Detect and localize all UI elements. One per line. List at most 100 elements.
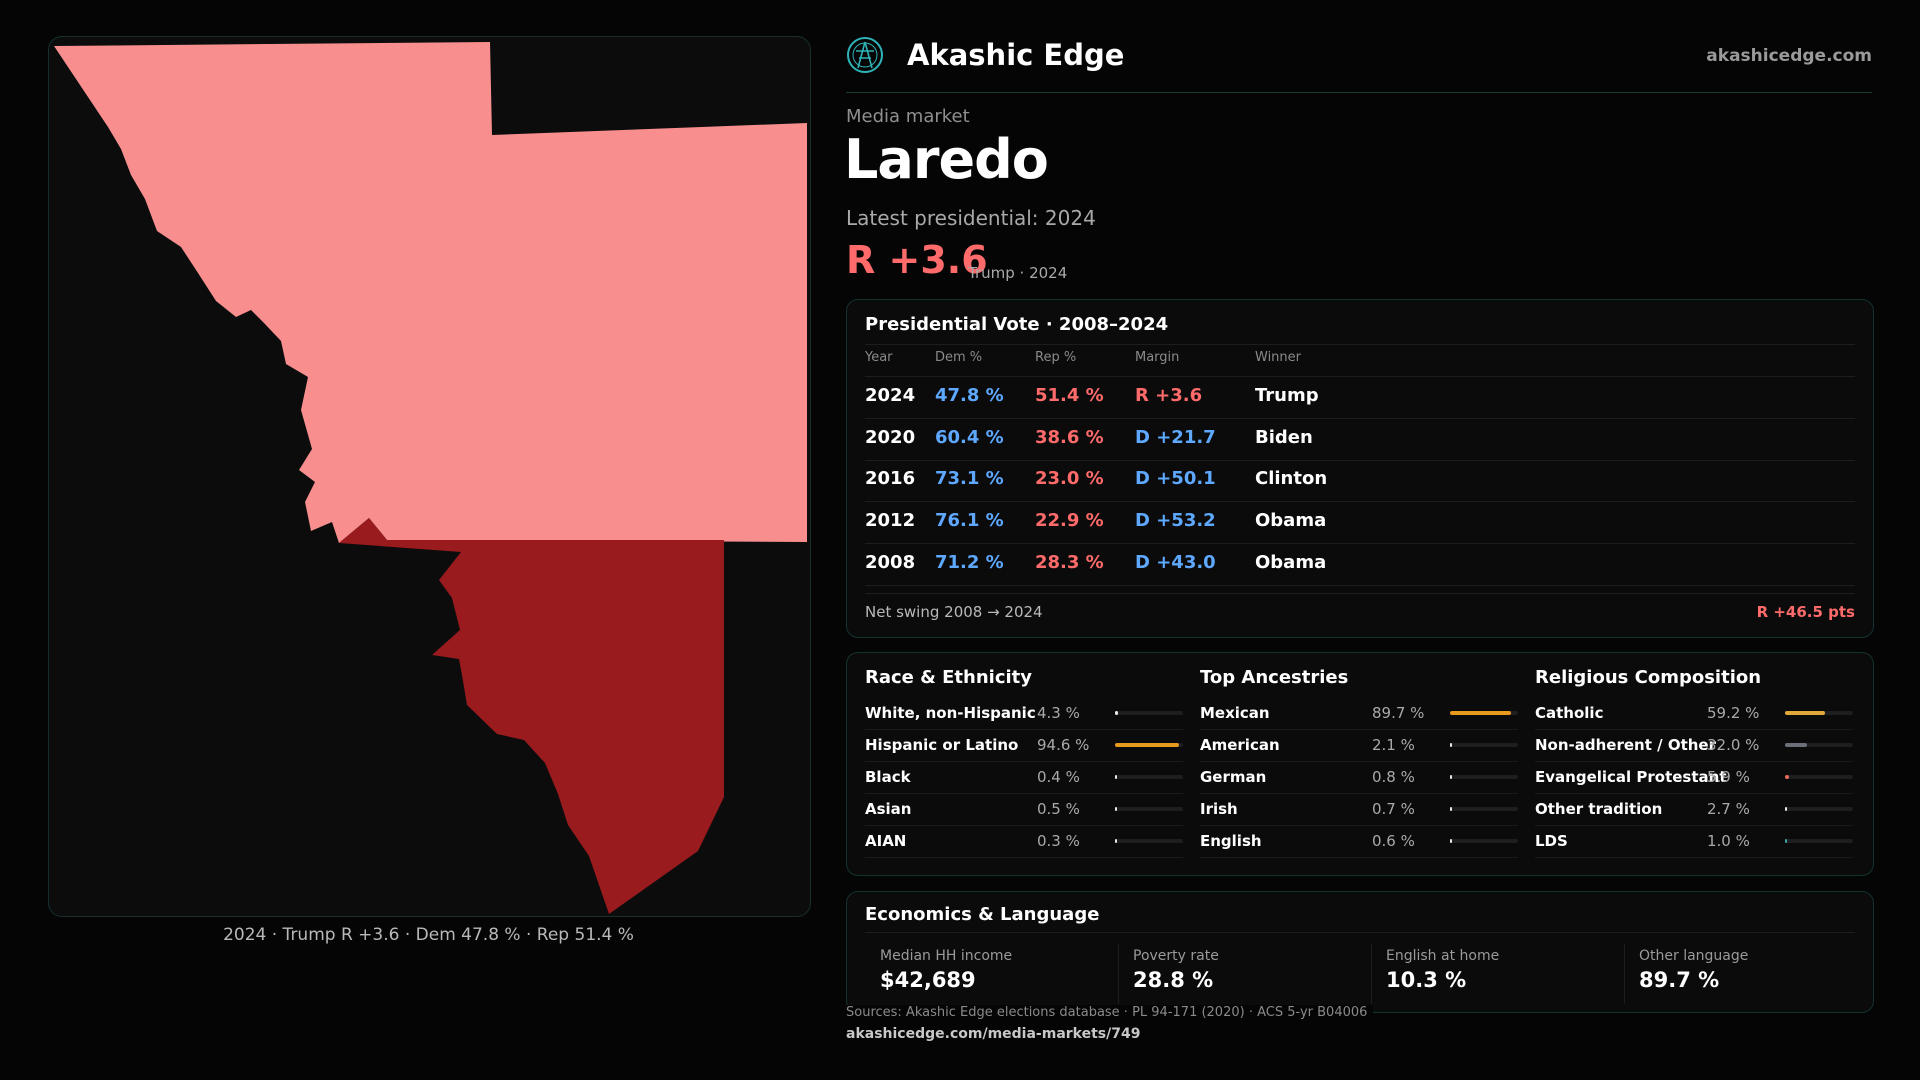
- header-year: Year: [865, 350, 893, 365]
- row-value: 0.7 %: [1372, 800, 1415, 818]
- row-value: 0.5 %: [1037, 800, 1080, 818]
- religion-row: Non-adherent / Other 32.0 %: [1535, 729, 1853, 762]
- year: 2012: [865, 510, 916, 531]
- divider: [865, 932, 1855, 933]
- presidential-vote-card: Presidential Vote · 2008–2024 Year Dem %…: [846, 299, 1874, 638]
- divider: [865, 344, 1855, 345]
- year: 2020: [865, 427, 916, 448]
- row-label: German: [1200, 768, 1267, 786]
- dem-pct: 73.1 %: [935, 468, 1004, 489]
- ancestry-row: Mexican 89.7 %: [1200, 697, 1518, 730]
- ancestry-row: English 0.6 %: [1200, 825, 1518, 858]
- rep-pct: 38.6 %: [1035, 427, 1104, 448]
- row-bar-fill: [1785, 711, 1826, 715]
- row-bar-fill: [1785, 743, 1807, 747]
- ancestry-row: German 0.8 %: [1200, 761, 1518, 794]
- net-swing-label: Net swing 2008 → 2024: [865, 603, 1043, 621]
- row-value: 5.9 %: [1707, 768, 1750, 786]
- row-bar-track: [1450, 839, 1518, 843]
- row-value: 4.3 %: [1037, 704, 1080, 722]
- row-bar-track: [1785, 807, 1853, 811]
- vote-row-2008: 2008 71.2 % 28.3 % D +43.0 Obama: [865, 552, 1855, 594]
- race-row: Black 0.4 %: [865, 761, 1183, 794]
- economics-language-card: Economics & Language Median HH income $4…: [846, 891, 1874, 1013]
- margin: D +43.0: [1135, 552, 1216, 573]
- economics-title: Economics & Language: [865, 904, 1100, 925]
- stat-value: 10.3 %: [1386, 968, 1467, 992]
- row-value: 0.4 %: [1037, 768, 1080, 786]
- divider: [865, 460, 1855, 461]
- row-label: Other tradition: [1535, 800, 1663, 818]
- stat-label: Poverty rate: [1133, 948, 1219, 964]
- year: 2024: [865, 385, 916, 406]
- row-bar-track: [1450, 711, 1518, 715]
- row-label: American: [1200, 736, 1280, 754]
- row-label: Irish: [1200, 800, 1238, 818]
- rep-pct: 51.4 %: [1035, 385, 1104, 406]
- top-ancestries-title: Top Ancestries: [1200, 667, 1349, 688]
- row-bar-fill: [1115, 743, 1180, 747]
- site-link[interactable]: akashicedge.com: [1706, 46, 1872, 66]
- latest-margin-subtitle: Trump · 2024: [968, 264, 1068, 282]
- rep-pct: 28.3 %: [1035, 552, 1104, 573]
- ancestry-row: Irish 0.7 %: [1200, 793, 1518, 826]
- winner: Trump: [1255, 385, 1319, 406]
- page-url[interactable]: akashicedge.com/media-markets/749: [846, 1026, 1141, 1042]
- row-value: 0.8 %: [1372, 768, 1415, 786]
- divider: [865, 585, 1855, 586]
- stat-label: English at home: [1386, 948, 1500, 964]
- rep-pct: 23.0 %: [1035, 468, 1104, 489]
- row-bar-track: [1450, 743, 1518, 747]
- row-value: 89.7 %: [1372, 704, 1425, 722]
- religion-row: LDS 1.0 %: [1535, 825, 1853, 858]
- median-hh-income: Median HH income $42,689: [880, 948, 1120, 992]
- vote-row-2024: 2024 47.8 % 51.4 % R +3.6 Trump: [865, 385, 1855, 427]
- row-bar-track: [1785, 743, 1853, 747]
- county-upper-light-red[interactable]: [54, 42, 807, 543]
- race-row: AIAN 0.3 %: [865, 825, 1183, 858]
- row-bar-fill: [1115, 775, 1117, 779]
- row-bar-track: [1115, 839, 1183, 843]
- vote-row-2016: 2016 73.1 % 23.0 % D +50.1 Clinton: [865, 468, 1855, 510]
- vote-row-2020: 2020 60.4 % 38.6 % D +21.7 Biden: [865, 427, 1855, 469]
- row-value: 2.1 %: [1372, 736, 1415, 754]
- divider: [865, 376, 1855, 377]
- religion-row: Other tradition 2.7 %: [1535, 793, 1853, 826]
- row-value: 2.7 %: [1707, 800, 1750, 818]
- vote-row-2012: 2012 76.1 % 22.9 % D +53.2 Obama: [865, 510, 1855, 552]
- row-label: Mexican: [1200, 704, 1270, 722]
- divider: [865, 418, 1855, 419]
- divider: [1624, 944, 1625, 1004]
- english-at-home: English at home 10.3 %: [1386, 948, 1626, 992]
- winner: Biden: [1255, 427, 1313, 448]
- row-value: 0.3 %: [1037, 832, 1080, 850]
- row-value: 0.6 %: [1372, 832, 1415, 850]
- row-bar-fill: [1450, 711, 1511, 715]
- row-bar-track: [1785, 711, 1853, 715]
- header-winner: Winner: [1255, 350, 1302, 365]
- county-lower-dark-red[interactable]: [339, 518, 724, 914]
- divider: [865, 593, 1855, 594]
- sources-note: Sources: Akashic Edge elections database…: [846, 1005, 1374, 1020]
- religion-row: Catholic 59.2 %: [1535, 697, 1853, 730]
- row-value: 59.2 %: [1707, 704, 1760, 722]
- stat-value: 28.8 %: [1133, 968, 1214, 992]
- row-label: Asian: [865, 800, 912, 818]
- divider: [865, 543, 1855, 544]
- rep-pct: 22.9 %: [1035, 510, 1104, 531]
- stat-label: Median HH income: [880, 948, 1013, 964]
- row-label: LDS: [1535, 832, 1568, 850]
- religion-row: Evangelical Protestant 5.9 %: [1535, 761, 1853, 794]
- header: Akashic Edge akashicedge.com: [846, 36, 1872, 93]
- divider: [1371, 944, 1372, 1004]
- latest-margin: R +3.6: [846, 238, 988, 282]
- stat-value: $42,689: [880, 968, 976, 992]
- winner: Obama: [1255, 552, 1327, 573]
- row-bar-track: [1450, 775, 1518, 779]
- row-bar-fill: [1450, 807, 1452, 811]
- brand-name: Akashic Edge: [907, 38, 1125, 72]
- row-bar-fill: [1450, 743, 1452, 747]
- year: 2016: [865, 468, 916, 489]
- row-bar-track: [1115, 807, 1183, 811]
- row-bar-track: [1115, 711, 1183, 715]
